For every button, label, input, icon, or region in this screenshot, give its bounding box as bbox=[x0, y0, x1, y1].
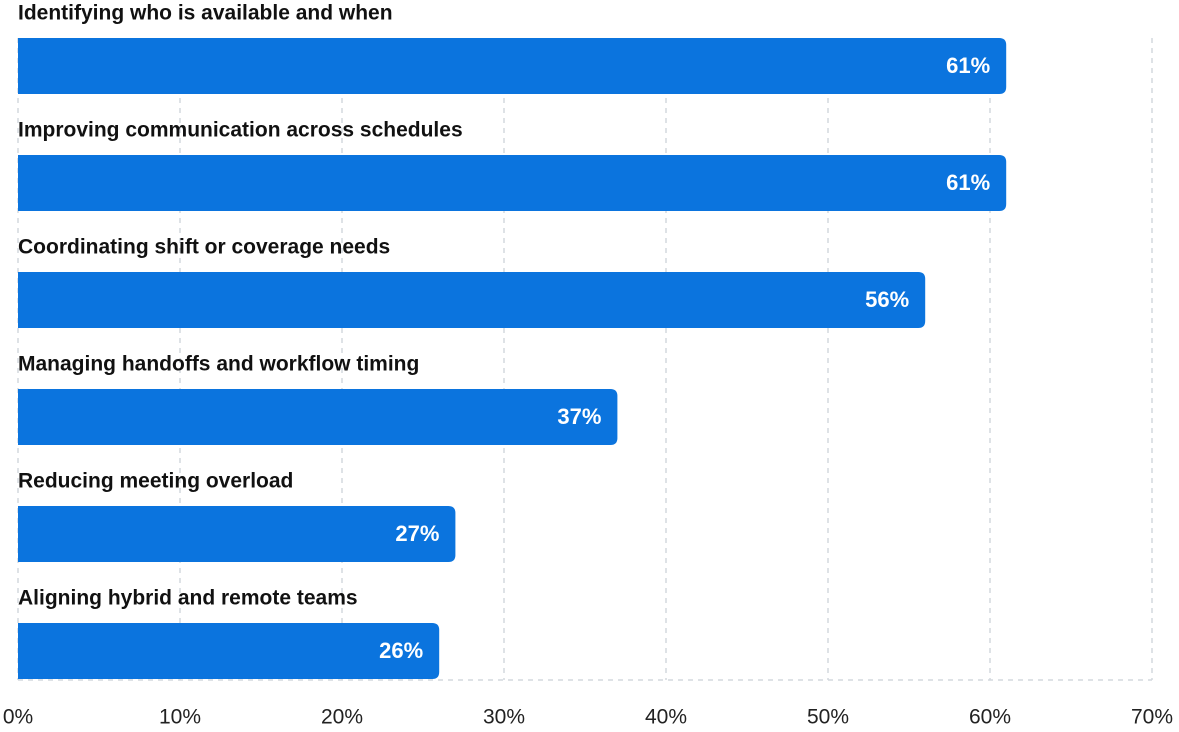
category-label: Identifying who is available and when bbox=[18, 2, 393, 25]
x-tick-label: 30% bbox=[483, 706, 525, 729]
bar bbox=[18, 389, 618, 445]
bar bbox=[18, 272, 926, 328]
bar bbox=[18, 155, 1007, 211]
category-label: Aligning hybrid and remote teams bbox=[18, 587, 358, 610]
category-label: Improving communication across schedules bbox=[18, 119, 463, 142]
x-tick-label: 20% bbox=[321, 706, 363, 729]
x-tick-label: 0% bbox=[3, 706, 33, 729]
value-label: 37% bbox=[557, 404, 601, 429]
bar bbox=[18, 506, 456, 562]
value-label: 27% bbox=[395, 521, 439, 546]
category-label: Reducing meeting overload bbox=[18, 470, 293, 493]
value-label: 56% bbox=[865, 287, 909, 312]
x-tick-label: 40% bbox=[645, 706, 687, 729]
value-label: 26% bbox=[379, 638, 423, 663]
x-tick-label: 50% bbox=[807, 706, 849, 729]
bar bbox=[18, 623, 440, 679]
category-label: Coordinating shift or coverage needs bbox=[18, 236, 390, 259]
x-tick-label: 10% bbox=[159, 706, 201, 729]
value-label: 61% bbox=[946, 53, 990, 78]
value-label: 61% bbox=[946, 170, 990, 195]
x-tick-label: 60% bbox=[969, 706, 1011, 729]
x-tick-label: 70% bbox=[1131, 706, 1173, 729]
category-label: Managing handoffs and workflow timing bbox=[18, 353, 419, 376]
bar bbox=[18, 38, 1007, 94]
